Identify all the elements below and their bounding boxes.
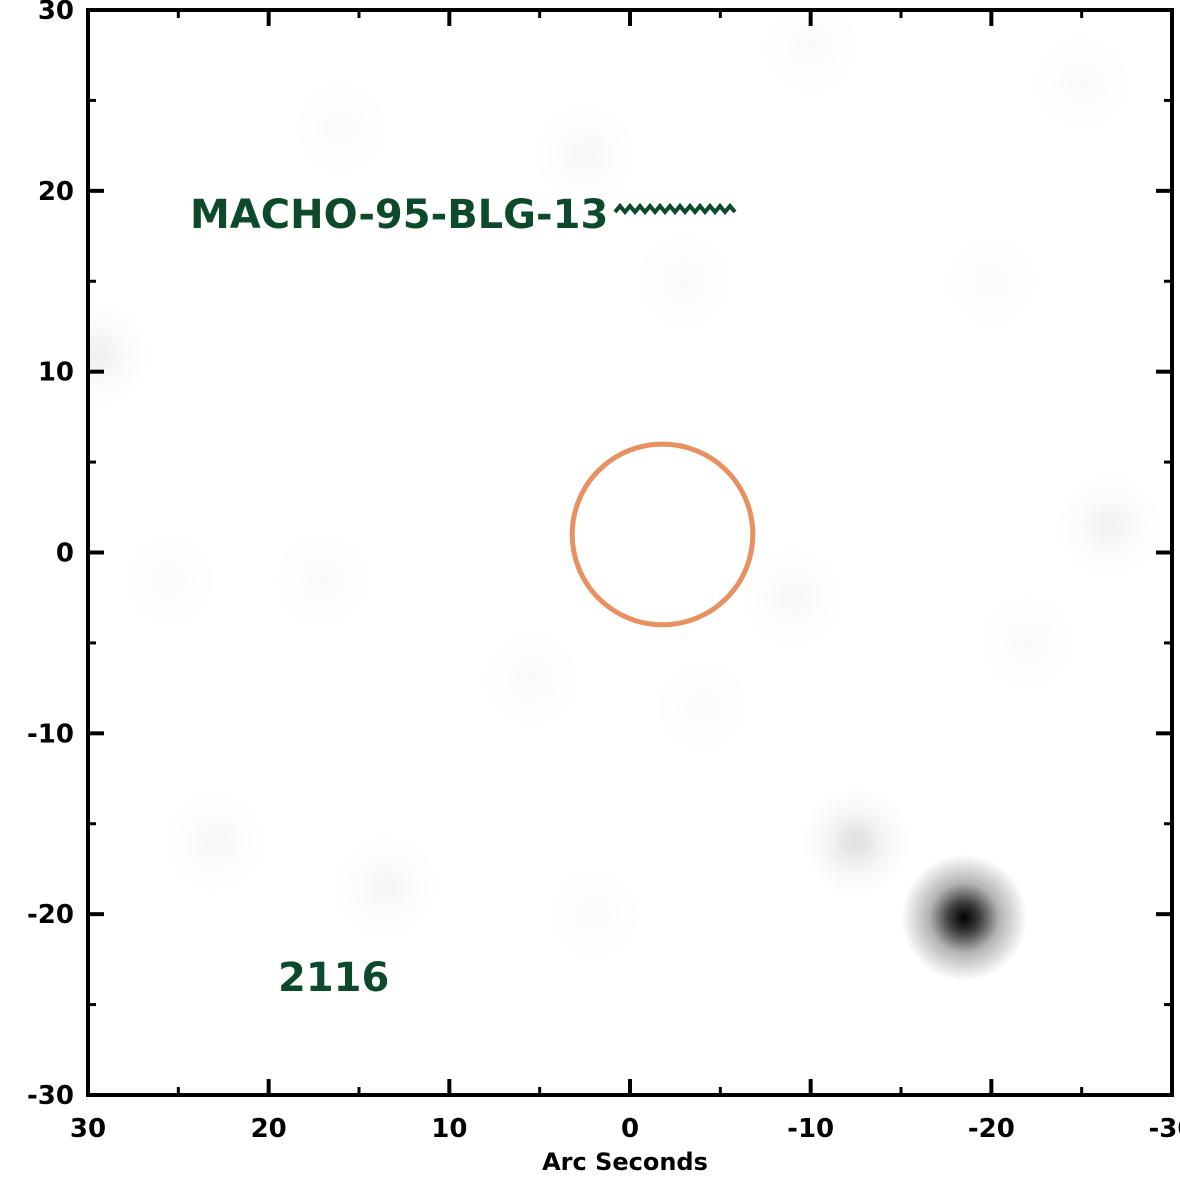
star-source-13 xyxy=(630,227,738,335)
x-tick-label: 30 xyxy=(70,1114,106,1144)
zigzag-line-icon xyxy=(613,202,737,216)
target-marker-circle xyxy=(569,441,756,628)
tick-marks xyxy=(86,8,1174,1097)
star-source-0 xyxy=(901,854,1028,982)
x-tick-label: 20 xyxy=(251,1114,287,1144)
y-tick-label: 30 xyxy=(38,0,74,26)
y-tick-label: -20 xyxy=(27,900,74,930)
y-tick-label: -10 xyxy=(27,719,74,749)
star-source-16 xyxy=(937,227,1045,335)
x-tick-label: -30 xyxy=(1149,1114,1180,1144)
star-source-12 xyxy=(269,525,377,633)
image-sources xyxy=(88,28,1163,982)
star-source-9 xyxy=(738,544,846,652)
star-source-15 xyxy=(115,525,223,633)
star-source-5 xyxy=(160,788,268,896)
star-source-8 xyxy=(1027,28,1135,136)
x-tick-labels: 30 20 10 0 -10 -20 -30 xyxy=(70,1114,1180,1144)
star-source-2 xyxy=(88,299,152,408)
y-tick-label: 0 xyxy=(56,539,74,569)
target-name-label: MACHO-95-BLG-13 xyxy=(190,192,608,238)
star-source-1 xyxy=(801,787,911,897)
star-source-11 xyxy=(973,589,1081,697)
target-label-annotation: MACHO-95-BLG-13 xyxy=(190,192,737,238)
star-source-18 xyxy=(648,652,756,760)
star-source-14 xyxy=(287,73,395,181)
x-tick-label: 10 xyxy=(431,1114,467,1144)
star-source-4 xyxy=(331,832,441,942)
y-tick-labels: 30 20 10 0 -10 -20 -30 xyxy=(27,0,74,1111)
x-tick-label: -10 xyxy=(787,1114,834,1144)
target-circle-layer xyxy=(569,441,756,628)
x-tick-label: -20 xyxy=(968,1114,1015,1144)
y-tick-label: -30 xyxy=(27,1081,74,1111)
y-tick-label: 10 xyxy=(38,358,74,388)
star-source-3 xyxy=(1054,471,1163,580)
x-axis-title: Arc Seconds xyxy=(542,1148,708,1176)
star-source-10 xyxy=(476,625,584,733)
y-tick-label: 20 xyxy=(38,177,74,207)
star-source-17 xyxy=(540,860,648,968)
x-tick-label: 0 xyxy=(621,1114,639,1144)
frame-id-label: 2116 xyxy=(278,955,389,1001)
